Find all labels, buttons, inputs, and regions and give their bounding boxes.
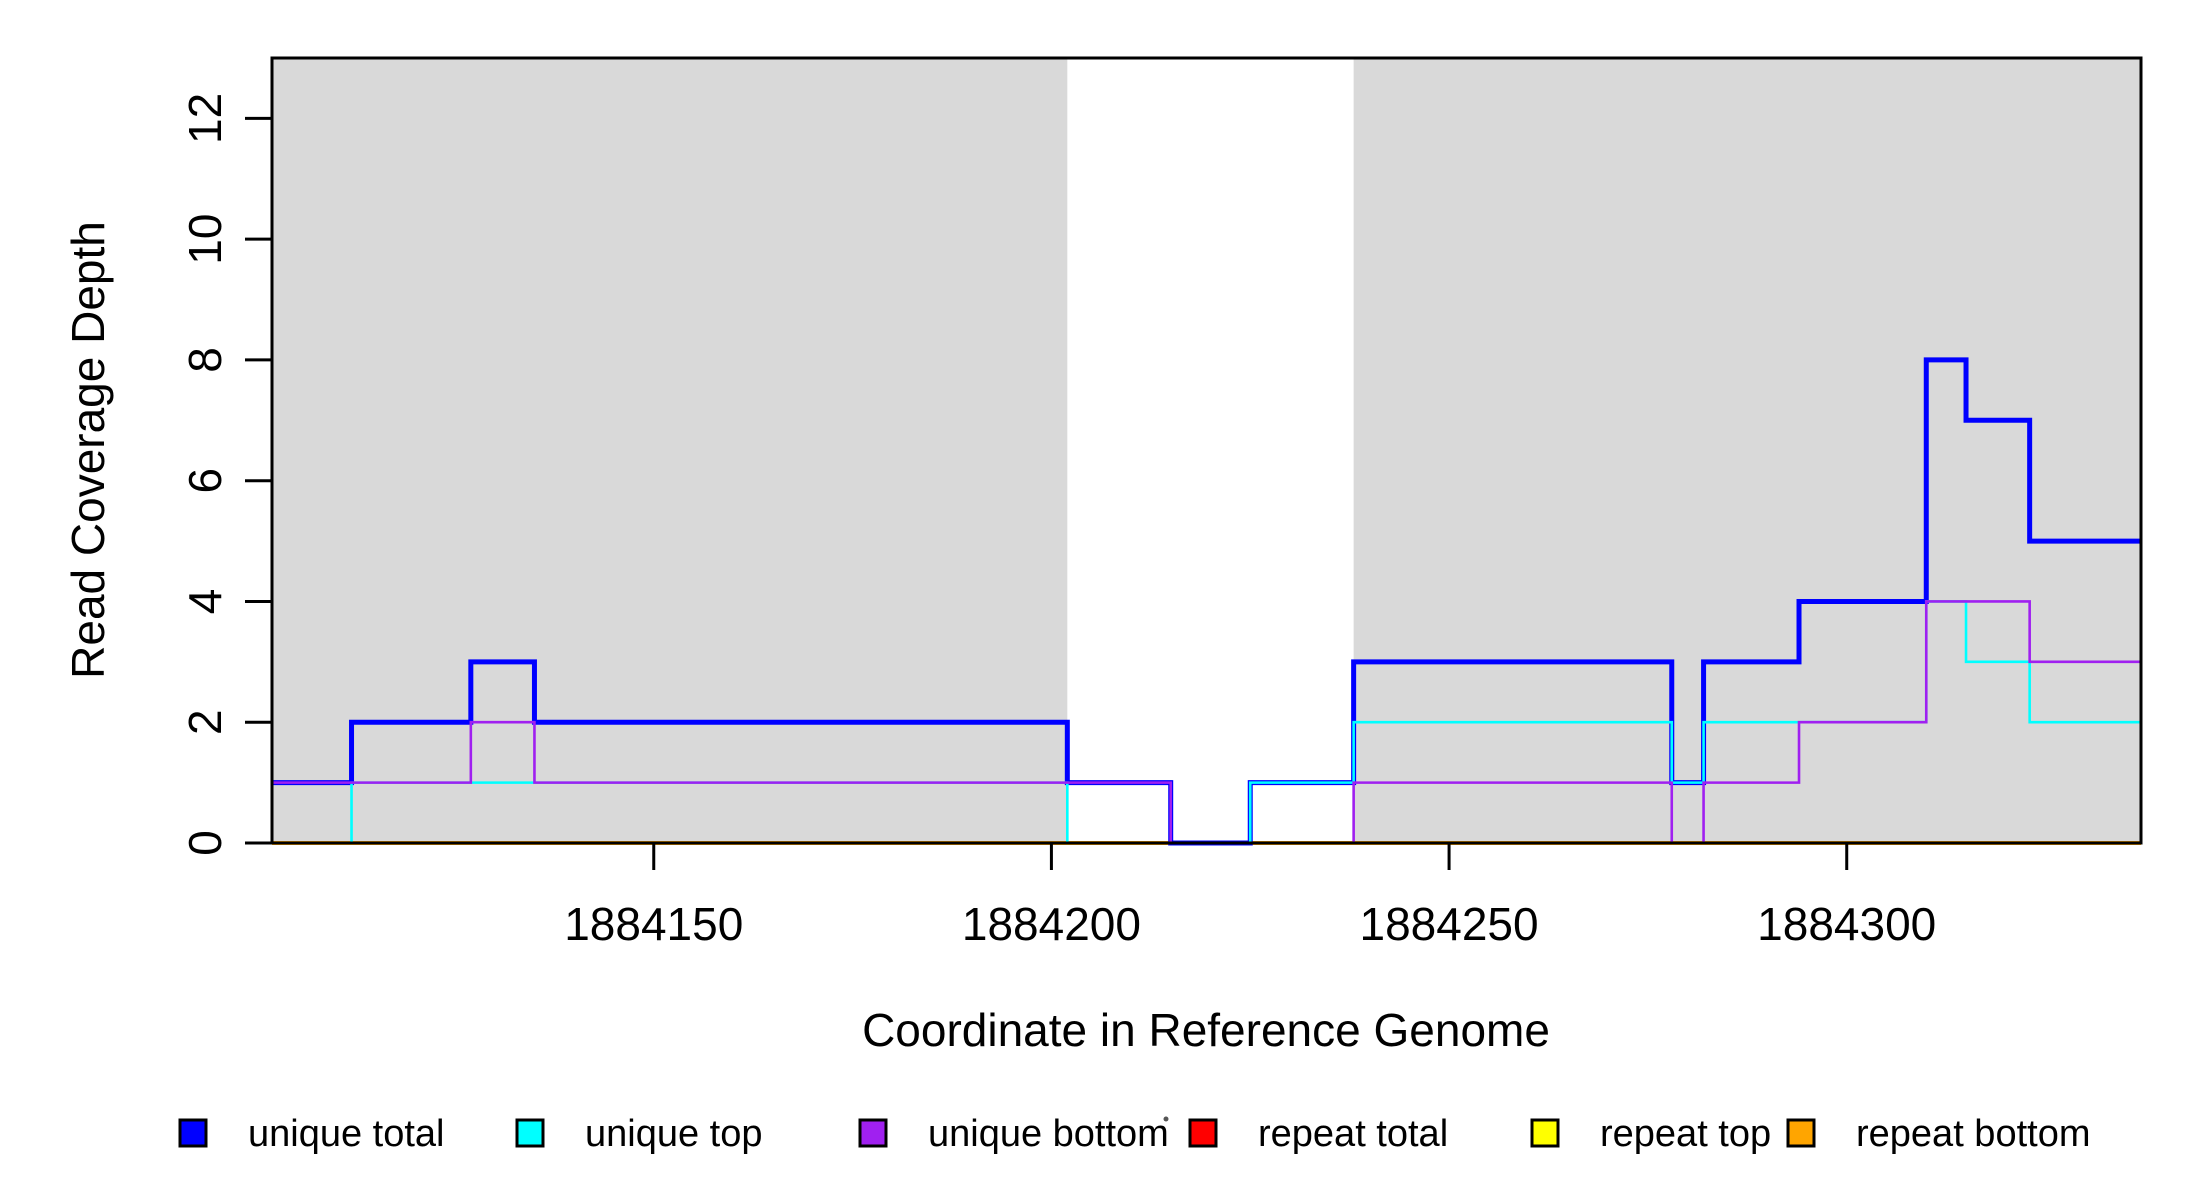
shaded-region (1353, 58, 2141, 843)
y-axis-tick-label: 0 (179, 830, 231, 856)
legend-item-unique-top: unique top (515, 1113, 763, 1155)
series-line-unique-bottom (272, 600, 2141, 845)
legend-item-repeat-bottom: repeat bottom (1786, 1113, 2090, 1155)
y-axis-title: Read Coverage Depth (62, 221, 114, 679)
stray-dot (1163, 1116, 1169, 1122)
x-axis-title: Coordinate in Reference Genome (862, 1004, 1550, 1056)
legend-label: repeat top (1600, 1113, 1771, 1155)
legend-swatch-repeat-bottom (1786, 1118, 1816, 1148)
y-axis-tick-label: 2 (179, 709, 231, 735)
legend-swatch-repeat-total (1188, 1118, 1218, 1148)
legend-label: unique top (585, 1113, 763, 1155)
legend-label: repeat bottom (1856, 1113, 2090, 1155)
legend-swatch-unique-top (515, 1118, 545, 1148)
legend-swatch-repeat-top (1530, 1118, 1560, 1148)
series-line-unique-top (272, 600, 2141, 845)
y-axis-tick-label: 12 (179, 93, 231, 144)
shaded-region (272, 58, 1068, 843)
x-axis-tick-label: 1884200 (962, 898, 1141, 950)
y-axis-tick-label: 10 (179, 214, 231, 265)
legend: unique total unique top unique bottom repea… (178, 1113, 2090, 1155)
plot-border-box (270, 56, 2143, 845)
plot-box-layer (270, 56, 2143, 845)
legend-swatch-unique-total (178, 1118, 208, 1148)
legend-item-unique-bottom: unique bottom (858, 1113, 1169, 1155)
legend-item-repeat-total: repeat total (1188, 1113, 1448, 1155)
y-axis-tick-label: 8 (179, 347, 231, 373)
axis-tick-labels-layer: 1884150 1884200 1884250 1884300 0 2 4 6 8 10 12 (179, 93, 1936, 950)
shaded-regions-layer (272, 58, 2141, 843)
y-axis-tick-label: 4 (179, 589, 231, 615)
legend-item-unique-total: unique total (178, 1113, 445, 1155)
legend-swatch-unique-bottom (858, 1118, 888, 1148)
legend-item-repeat-top: repeat top (1530, 1113, 1771, 1155)
legend-label: unique bottom (928, 1113, 1169, 1155)
y-axis-tick-label: 6 (179, 468, 231, 494)
x-axis-tick-label: 1884150 (564, 898, 743, 950)
axis-ticks-layer (245, 116, 1849, 870)
x-axis-tick-label: 1884300 (1757, 898, 1936, 950)
legend-label: repeat total (1258, 1113, 1448, 1155)
legend-label: unique total (248, 1113, 445, 1155)
x-axis-tick-label: 1884250 (1360, 898, 1539, 950)
